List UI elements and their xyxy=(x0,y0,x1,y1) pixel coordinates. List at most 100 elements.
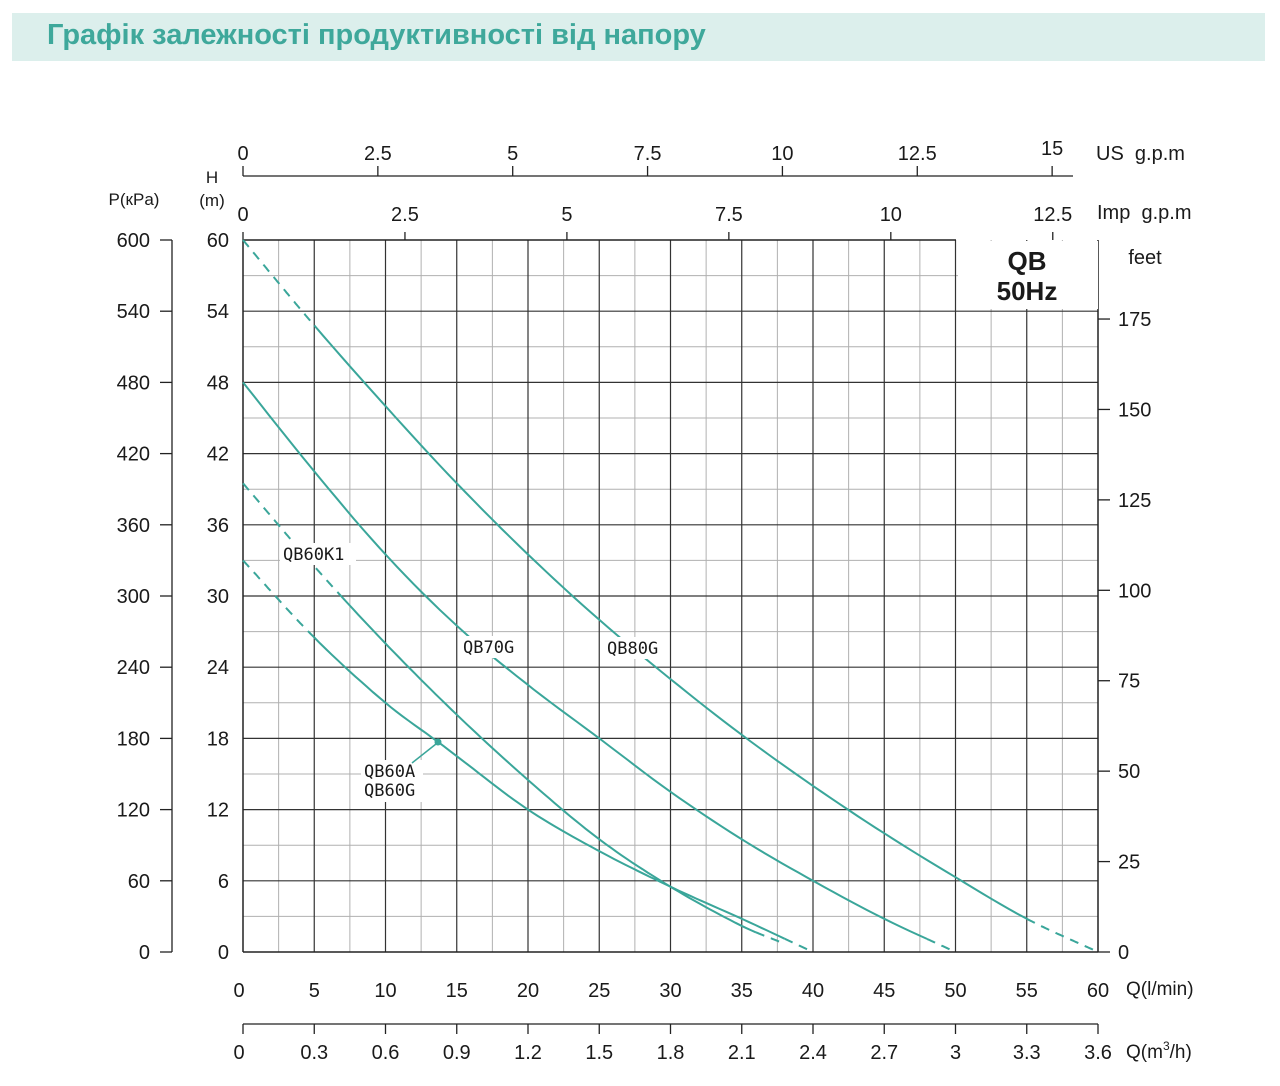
m3h-tick-label: 0.3 xyxy=(300,1042,328,1064)
x-tick-label: 50 xyxy=(944,980,966,1002)
kpa-tick-label: 240 xyxy=(117,657,150,679)
x-tick-label: 45 xyxy=(873,980,895,1002)
us-gpm-tick-label: 15 xyxy=(1041,138,1063,160)
feet-tick-label: 50 xyxy=(1118,761,1140,783)
y-tick-label: 0 xyxy=(218,942,229,964)
m3h-tick-label: 0 xyxy=(233,1042,244,1064)
label-qb60a-text: QB60A xyxy=(364,762,415,782)
imp-gpm-tick-label: 10 xyxy=(880,204,902,226)
x-tick-label: 25 xyxy=(588,980,610,1002)
y-tick-label: 6 xyxy=(218,871,229,893)
label-qb70g-text: QB70G xyxy=(463,638,514,658)
series-solid-line xyxy=(342,597,757,934)
y-axis-feet-label: feet xyxy=(1128,247,1162,269)
x-tick-label: 20 xyxy=(517,980,539,1002)
kpa-tick-label: 480 xyxy=(117,372,150,394)
label-qb60k1-text: QB60K1 xyxy=(283,545,344,565)
x-tick-label: 60 xyxy=(1087,980,1109,1002)
label-qb70g: QB70G xyxy=(460,636,522,658)
feet-tick-label: 175 xyxy=(1118,309,1151,331)
x-axis-imp-gpm-label: Imp g.p.m xyxy=(1097,202,1191,224)
page-title: Графік залежності продуктивності від нап… xyxy=(47,19,706,51)
x-axis-us-gpm-label: US g.p.m xyxy=(1096,143,1185,165)
chart-axes: 0612182430364248546006012018024030036042… xyxy=(117,138,1152,1064)
series-dashed-end xyxy=(755,931,785,945)
series-qb60k1 xyxy=(242,482,785,945)
qb60-leader-line xyxy=(411,743,437,764)
m3h-tick-label: 3.6 xyxy=(1084,1042,1112,1064)
series-qb60a-qb60g xyxy=(242,559,814,953)
imp-gpm-tick-label: 12.5 xyxy=(1033,204,1072,226)
imp-gpm-tick-label: 0 xyxy=(237,204,248,226)
y-tick-label: 36 xyxy=(207,515,229,537)
series-qb80g xyxy=(242,239,1099,953)
us-gpm-tick-label: 10 xyxy=(771,143,793,165)
m3h-tick-label: 2.4 xyxy=(799,1042,827,1064)
model-box xyxy=(958,241,1098,309)
imp-gpm-tick-label: 7.5 xyxy=(715,204,743,226)
y-tick-label: 30 xyxy=(207,586,229,608)
kpa-tick-label: 360 xyxy=(117,515,150,537)
y-tick-label: 60 xyxy=(207,230,229,252)
kpa-tick-label: 120 xyxy=(117,800,150,822)
x-tick-label: 40 xyxy=(802,980,824,1002)
series-dashed-end xyxy=(926,938,956,953)
series-dashed-start xyxy=(242,559,316,639)
header-bar: Графік залежності продуктивності від нап… xyxy=(12,13,1265,61)
kpa-tick-label: 0 xyxy=(139,942,150,964)
series-dashed-start xyxy=(242,239,316,327)
y-tick-label: 24 xyxy=(207,657,229,679)
label-qb80g: QB80G xyxy=(604,637,666,659)
series-solid-line xyxy=(313,324,1028,920)
series-dashed-start xyxy=(242,482,344,599)
imp-gpm-tick-label: 2.5 xyxy=(391,204,419,226)
feet-tick-label: 0 xyxy=(1118,942,1129,964)
label-qb60g-text: QB60G xyxy=(364,781,415,801)
us-gpm-tick-label: 2.5 xyxy=(364,143,392,165)
y-tick-label: 42 xyxy=(207,444,229,466)
x-tick-label: 5 xyxy=(309,980,320,1002)
x-tick-label: 15 xyxy=(446,980,468,1002)
qb60-marker-dot xyxy=(434,738,442,746)
x-tick-label: 55 xyxy=(1016,980,1038,1002)
m3h-tick-label: 1.5 xyxy=(585,1042,613,1064)
us-gpm-tick-label: 0 xyxy=(237,143,248,165)
m3h-tick-label: 0.6 xyxy=(372,1042,400,1064)
x-tick-label: 0 xyxy=(233,980,244,1002)
y-tick-label: 48 xyxy=(207,372,229,394)
x-axis-m3h-label: Q(m3/h) xyxy=(1126,1039,1192,1063)
us-gpm-tick-label: 7.5 xyxy=(634,143,662,165)
m3h-tick-label: 1.8 xyxy=(657,1042,685,1064)
y-tick-label: 54 xyxy=(207,301,229,323)
kpa-tick-label: 420 xyxy=(117,444,150,466)
kpa-tick-label: 300 xyxy=(117,586,150,608)
chart-curves xyxy=(242,239,1099,953)
chart-subtitle: 50Hz xyxy=(997,276,1058,306)
feet-tick-label: 75 xyxy=(1118,671,1140,693)
m3h-tick-label: 3.3 xyxy=(1013,1042,1041,1064)
kpa-tick-label: 60 xyxy=(128,871,150,893)
feet-tick-label: 125 xyxy=(1118,490,1151,512)
m3h-tick-label: 2.1 xyxy=(728,1042,756,1064)
y-axis-kpa-label: P(кPa) xyxy=(109,190,160,209)
feet-tick-label: 25 xyxy=(1118,852,1140,874)
m3h-tick-label: 2.7 xyxy=(870,1042,898,1064)
imp-gpm-tick-label: 5 xyxy=(561,204,572,226)
label-qb60k1: QB60K1 xyxy=(280,543,356,565)
y-axis-label-m: (m) xyxy=(199,191,224,210)
kpa-tick-label: 600 xyxy=(117,230,150,252)
kpa-tick-label: 180 xyxy=(117,728,150,750)
label-qb60a-qb60g: QB60A QB60G xyxy=(361,760,423,802)
y-tick-label: 12 xyxy=(207,800,229,822)
us-gpm-tick-label: 12.5 xyxy=(898,143,937,165)
x-tick-label: 10 xyxy=(374,980,396,1002)
m3h-tick-label: 3 xyxy=(950,1042,961,1064)
x-tick-label: 30 xyxy=(659,980,681,1002)
x-axis-lmin-label: Q(l/min) xyxy=(1126,979,1194,1000)
m3h-tick-label: 0.9 xyxy=(443,1042,471,1064)
label-qb80g-text: QB80G xyxy=(607,639,658,659)
series-dashed-end xyxy=(784,937,814,953)
series-solid-line xyxy=(313,636,785,940)
series-solid-line xyxy=(242,381,928,940)
